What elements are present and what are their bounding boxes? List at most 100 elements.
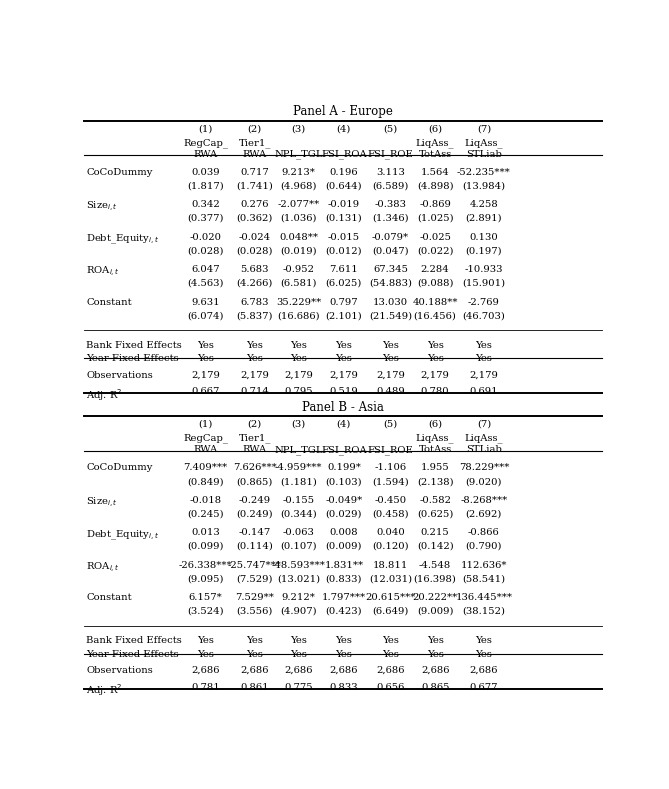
Text: Yes: Yes <box>382 341 399 350</box>
Text: -0.019: -0.019 <box>328 200 360 209</box>
Text: RWA: RWA <box>243 445 267 454</box>
Text: (2.692): (2.692) <box>466 510 502 518</box>
Text: 0.342: 0.342 <box>191 200 220 209</box>
Text: (0.197): (0.197) <box>466 246 502 256</box>
Text: 40.188**: 40.188** <box>412 297 458 307</box>
Text: 2,179: 2,179 <box>421 371 450 380</box>
Text: (16.686): (16.686) <box>278 311 320 320</box>
Text: 78.229***: 78.229*** <box>459 463 509 473</box>
Text: Constant: Constant <box>86 297 132 307</box>
Text: Yes: Yes <box>382 354 399 363</box>
Text: (1.181): (1.181) <box>280 477 317 486</box>
Text: -0.450: -0.450 <box>375 495 407 505</box>
Text: Yes: Yes <box>246 649 263 659</box>
Text: (6): (6) <box>428 420 442 429</box>
Text: -0.383: -0.383 <box>375 200 407 209</box>
Text: 0.013: 0.013 <box>191 529 220 537</box>
Text: RegCap_: RegCap_ <box>183 433 228 443</box>
Text: Yes: Yes <box>197 636 214 645</box>
Text: 0.130: 0.130 <box>470 233 498 241</box>
Text: Yes: Yes <box>335 354 353 363</box>
Text: 0.667: 0.667 <box>191 387 219 396</box>
Text: 7.529**: 7.529** <box>235 593 274 602</box>
Text: (0.028): (0.028) <box>236 246 273 256</box>
Text: Yes: Yes <box>476 636 492 645</box>
Text: 0.691: 0.691 <box>470 387 498 396</box>
Text: (5): (5) <box>383 420 397 429</box>
Text: (54.883): (54.883) <box>369 279 412 288</box>
Text: (1.036): (1.036) <box>280 214 317 223</box>
Text: -0.147: -0.147 <box>239 529 271 537</box>
Text: -2.769: -2.769 <box>468 297 500 307</box>
Text: 2,179: 2,179 <box>376 371 405 380</box>
Text: -0.025: -0.025 <box>419 233 451 241</box>
Text: (6.074): (6.074) <box>187 311 223 320</box>
Text: -4.548: -4.548 <box>419 561 452 570</box>
Text: 2,179: 2,179 <box>329 371 359 380</box>
Text: 2,686: 2,686 <box>470 666 498 675</box>
Text: Yes: Yes <box>476 341 492 350</box>
Text: (9.020): (9.020) <box>466 477 502 486</box>
Text: -4.959***: -4.959*** <box>275 463 322 473</box>
Text: 6.157*: 6.157* <box>189 593 222 602</box>
Text: 0.519: 0.519 <box>330 387 359 396</box>
Text: (1): (1) <box>198 420 213 429</box>
Text: 0.276: 0.276 <box>240 200 269 209</box>
Text: Yes: Yes <box>290 341 307 350</box>
Text: Bank Fixed Effects: Bank Fixed Effects <box>86 636 182 645</box>
Text: -10.933: -10.933 <box>465 265 503 274</box>
Text: (2.138): (2.138) <box>417 477 454 486</box>
Text: Yes: Yes <box>246 636 263 645</box>
Text: (46.703): (46.703) <box>462 311 505 320</box>
Text: Yes: Yes <box>246 341 263 350</box>
Text: (6.649): (6.649) <box>373 607 409 615</box>
Text: -25.747***: -25.747*** <box>227 561 282 570</box>
Text: Observations: Observations <box>86 666 153 675</box>
Text: (4.907): (4.907) <box>280 607 317 615</box>
Text: Tier1_: Tier1_ <box>239 138 271 148</box>
Text: (1.025): (1.025) <box>417 214 454 223</box>
Text: (2): (2) <box>248 125 262 133</box>
Text: 0.199*: 0.199* <box>327 463 361 473</box>
Text: (0.423): (0.423) <box>326 607 362 615</box>
Text: 0.048**: 0.048** <box>279 233 318 241</box>
Text: (13.021): (13.021) <box>277 574 320 583</box>
Text: 0.861: 0.861 <box>240 682 269 692</box>
Text: 2,179: 2,179 <box>284 371 313 380</box>
Text: Size$_{i,t}$: Size$_{i,t}$ <box>86 495 118 510</box>
Text: 2,686: 2,686 <box>284 666 313 675</box>
Text: (0.099): (0.099) <box>187 542 223 551</box>
Text: 1.564: 1.564 <box>421 168 450 177</box>
Text: 2.284: 2.284 <box>421 265 450 274</box>
Text: -8.268***: -8.268*** <box>460 495 508 505</box>
Text: (6.589): (6.589) <box>373 181 409 190</box>
Text: LiqAss_: LiqAss_ <box>416 138 454 148</box>
Text: LiqAss_: LiqAss_ <box>465 433 503 443</box>
Text: (0.458): (0.458) <box>372 510 409 518</box>
Text: (5.837): (5.837) <box>236 311 273 320</box>
Text: (1): (1) <box>198 125 213 133</box>
Text: (4.898): (4.898) <box>417 181 454 190</box>
Text: Year Fixed Effects: Year Fixed Effects <box>86 354 179 363</box>
Text: TotAss: TotAss <box>419 150 452 159</box>
Text: Yes: Yes <box>427 341 444 350</box>
Text: 0.833: 0.833 <box>330 682 358 692</box>
Text: -0.869: -0.869 <box>419 200 451 209</box>
Text: (4): (4) <box>337 125 351 133</box>
Text: (1.594): (1.594) <box>372 477 409 486</box>
Text: 1.955: 1.955 <box>421 463 450 473</box>
Text: (0.865): (0.865) <box>237 477 273 486</box>
Text: Yes: Yes <box>427 354 444 363</box>
Text: Observations: Observations <box>86 371 153 380</box>
Text: Yes: Yes <box>427 636 444 645</box>
Text: (9.095): (9.095) <box>187 574 223 583</box>
Text: 7.409***: 7.409*** <box>183 463 227 473</box>
Text: Constant: Constant <box>86 593 132 602</box>
Text: (4.563): (4.563) <box>187 279 223 288</box>
Text: 2,686: 2,686 <box>376 666 405 675</box>
Text: (0.114): (0.114) <box>236 542 273 551</box>
Text: Yes: Yes <box>197 649 214 659</box>
Text: 4.258: 4.258 <box>470 200 498 209</box>
Text: 0.039: 0.039 <box>191 168 220 177</box>
Text: 0.781: 0.781 <box>191 682 220 692</box>
